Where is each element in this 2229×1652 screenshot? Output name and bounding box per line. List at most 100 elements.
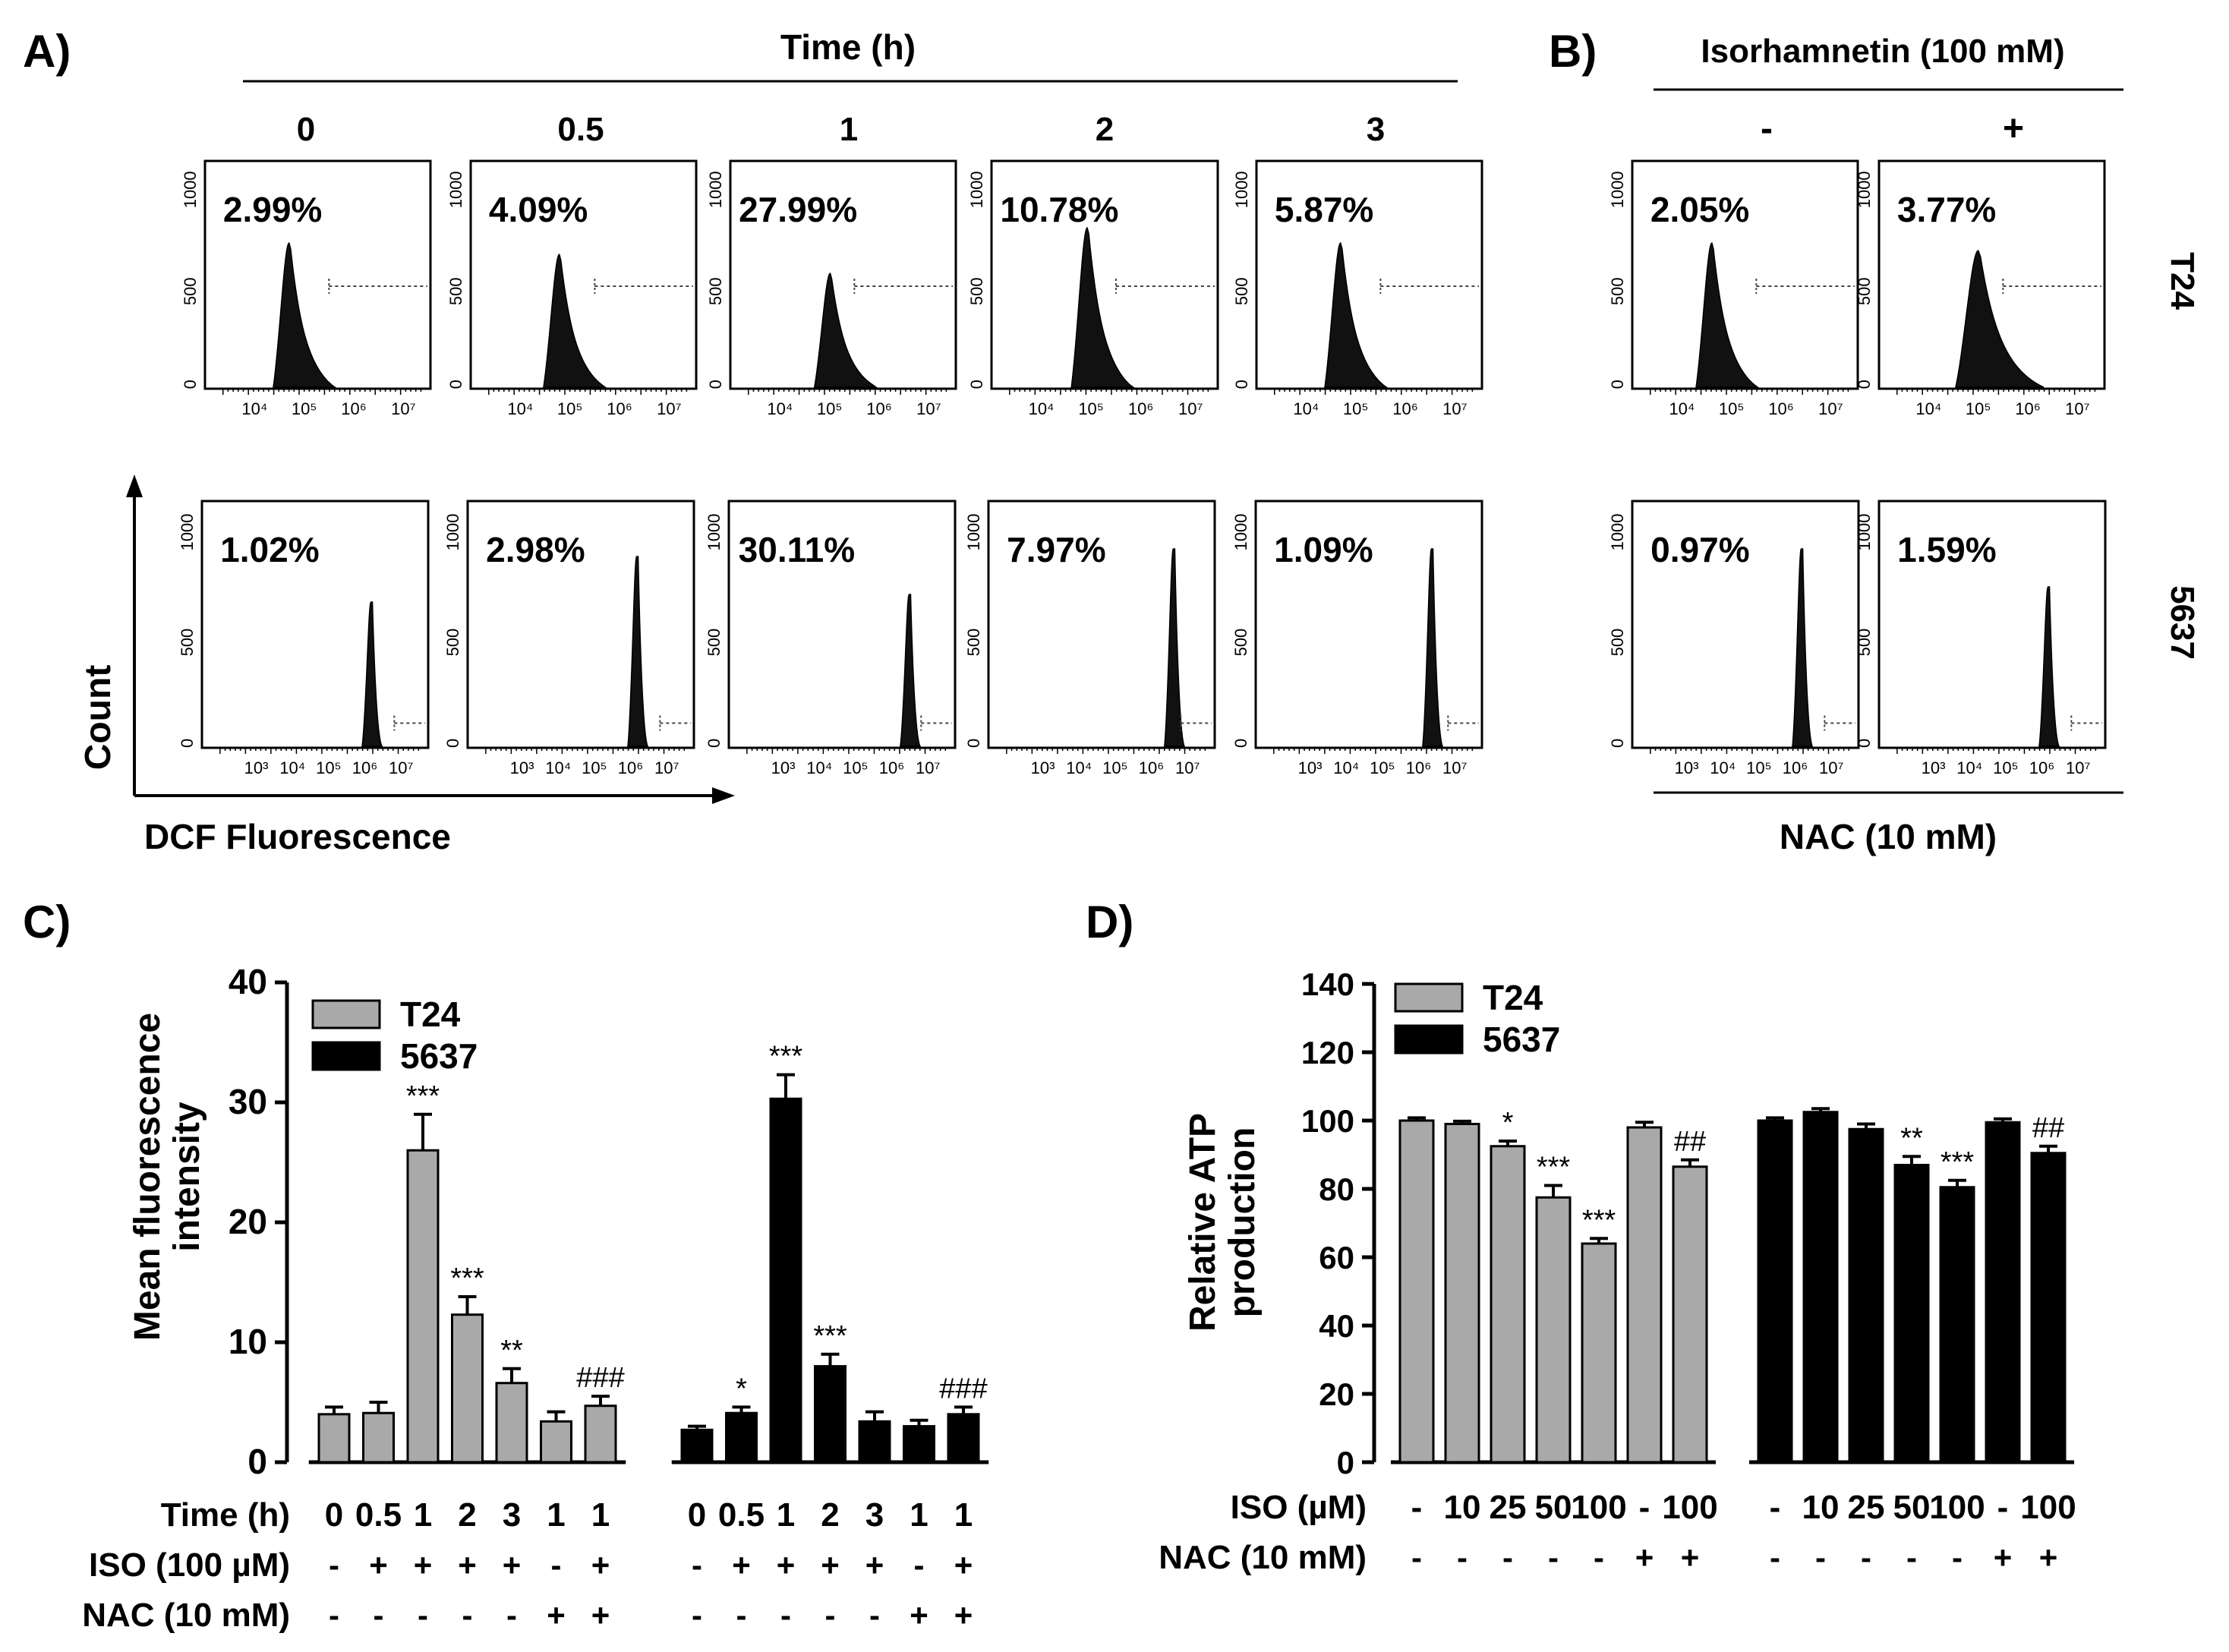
histogram-y-tick: 500: [964, 629, 983, 657]
histogram-x-tick: 10⁴: [1710, 758, 1736, 777]
histogram-y-tick: 0: [705, 739, 724, 748]
histogram-peak: [1324, 242, 1389, 388]
histogram-frame: [990, 159, 1219, 390]
histogram-x-tick: 10⁶: [618, 758, 644, 777]
significance-label: ***: [1537, 1152, 1571, 1184]
panel-letter-b: B): [1549, 26, 1597, 77]
count-axis-arrowhead: [126, 474, 143, 497]
bar: [1802, 1111, 1839, 1464]
condition-value: -: [869, 1597, 880, 1633]
panel-letter-c: C): [23, 897, 71, 947]
histogram-x-tick: 10⁶: [1139, 758, 1165, 777]
significance-label: ###: [576, 1362, 624, 1394]
histogram-y-tick: 500: [443, 629, 462, 657]
histogram-percentage: 2.98%: [486, 530, 585, 569]
time-point-label: 1: [840, 111, 858, 148]
condition-value: -: [692, 1597, 702, 1633]
legend-swatch: [1394, 982, 1464, 1013]
histogram-y-tick: 1000: [1855, 513, 1874, 550]
time-point-labels: 0 0.5 1 2 3: [297, 111, 1385, 148]
condition-value: -: [329, 1597, 339, 1633]
histogram-x-tick: 10⁴: [1956, 758, 1982, 777]
legend-label: 5637: [1483, 1020, 1560, 1059]
bar: [725, 1411, 758, 1464]
y-tick-label: 120: [1301, 1035, 1354, 1070]
histogram-x-tick: 10⁵: [1719, 399, 1745, 418]
count-axis-label: Count: [78, 665, 118, 771]
bar: [769, 1097, 802, 1464]
condition-value: +: [414, 1547, 433, 1583]
significance-label: ###: [939, 1373, 987, 1405]
histogram-panel: 0 500 1000 10³ 10⁴ 10⁵ 10⁶ 10⁷ 2.98%: [443, 500, 695, 777]
dcf-axis-arrowhead: [712, 787, 735, 804]
histogram-y-tick: 500: [1231, 629, 1250, 657]
histogram-frame: [727, 500, 957, 749]
bar: [540, 1420, 572, 1464]
histogram-y-tick: 500: [1232, 277, 1251, 305]
bar: [1398, 1119, 1435, 1464]
condition-value: -: [1770, 1489, 1781, 1526]
histogram-x-tick: 10⁷: [389, 758, 413, 777]
condition-value: -: [1502, 1540, 1513, 1575]
histogram-peak: [1955, 250, 2045, 388]
histogram-panel: 0 500 1000 10⁴ 10⁵ 10⁶ 10⁷ 10.78%: [967, 159, 1219, 418]
condition-value: -: [736, 1597, 747, 1633]
condition-value: 50: [1535, 1489, 1572, 1526]
histogram-x-tick: 10⁷: [391, 399, 415, 418]
histogram-x-tick: 10⁶: [1128, 399, 1154, 418]
bar: [814, 1365, 847, 1464]
histogram-frame: [466, 500, 695, 749]
histogram-x-tick: 10⁵: [1370, 758, 1395, 777]
condition-value: 0.5: [718, 1496, 765, 1534]
bar: [495, 1382, 528, 1464]
bar: [2030, 1152, 2067, 1464]
bar: [680, 1428, 714, 1464]
histogram-y-tick: 0: [178, 739, 197, 748]
histogram-y-tick: 1000: [1608, 171, 1627, 208]
histogram-panel: 0 500 1000 10⁴ 10⁵ 10⁶ 10⁷ 2.05%: [1608, 159, 1859, 418]
condition-value: -: [374, 1597, 384, 1633]
histogram-x-tick: 10⁴: [767, 399, 793, 418]
cell-line-t24: T24: [2164, 252, 2201, 310]
histogram-y-tick: 0: [181, 380, 200, 389]
histogram-panel: 0 500 1000 10⁴ 10⁵ 10⁶ 10⁷ 27.99%: [706, 159, 957, 418]
bar: [362, 1411, 395, 1464]
bar: [317, 1413, 351, 1464]
condition-value: +: [954, 1547, 973, 1583]
condition-value: -: [1770, 1540, 1780, 1575]
condition-value: 1: [547, 1496, 565, 1534]
histogram-peak: [900, 594, 922, 747]
histogram-frame: [469, 159, 698, 390]
bar: [1848, 1127, 1884, 1464]
bar: [1757, 1119, 1793, 1464]
histogram-x-tick: 10³: [1675, 758, 1699, 777]
condition-value: 25: [1490, 1489, 1527, 1526]
histogram-y-tick: 1000: [446, 171, 465, 208]
histogram-x-tick: 10⁴: [1066, 758, 1092, 777]
condition-value: 3: [503, 1496, 521, 1534]
bar: [584, 1405, 617, 1464]
dcf-axis-label: DCF Fluorescence: [144, 817, 451, 856]
condition-value: -: [551, 1547, 562, 1583]
bar: [1535, 1196, 1572, 1464]
histogram-y-tick: 1000: [1855, 171, 1874, 208]
histogram-frame: [1631, 500, 1860, 749]
legend-swatch: [1394, 1024, 1464, 1055]
condition-value: +: [732, 1547, 751, 1583]
legend-label: T24: [400, 995, 461, 1034]
histogram-peak: [813, 273, 878, 388]
condition-value: -: [914, 1547, 925, 1583]
histogram-x-tick: 10⁴: [545, 758, 571, 777]
legend-swatch: [311, 999, 381, 1029]
histogram-x-tick: 10⁴: [279, 758, 305, 777]
histogram-y-tick: 500: [1855, 277, 1874, 305]
condition-row-label: Time (h): [161, 1496, 290, 1534]
histogram-percentage: 1.59%: [1897, 530, 1996, 569]
histogram-frame: [1877, 500, 2107, 749]
histogram-x-tick: 10³: [1922, 758, 1946, 777]
histogram-y-tick: 1000: [1608, 513, 1627, 550]
histogram-y-tick: 500: [705, 629, 724, 657]
significance-label: ##: [2032, 1112, 2064, 1144]
condition-value: +: [547, 1597, 566, 1633]
